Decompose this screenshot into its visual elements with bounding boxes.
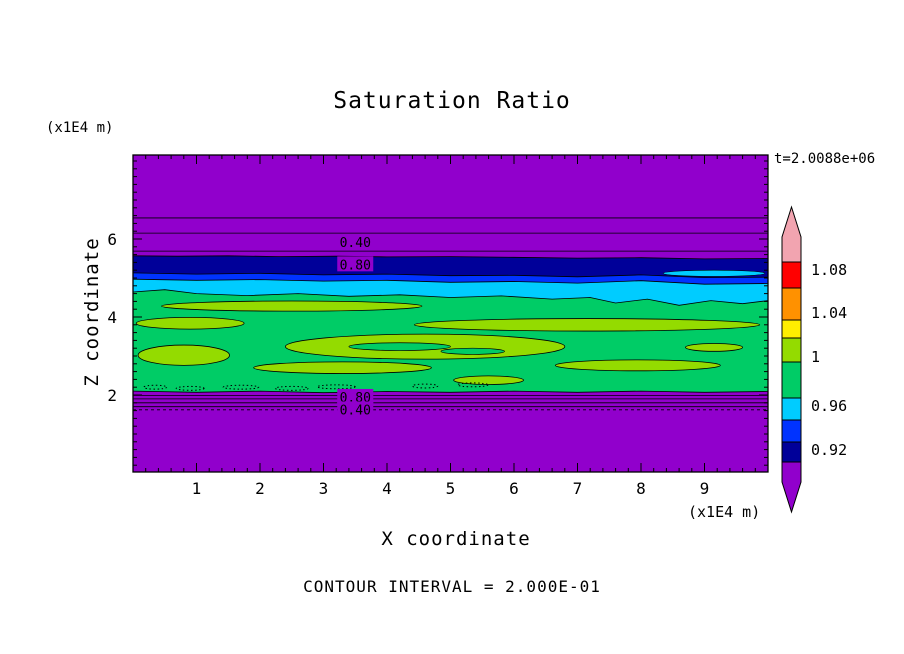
- dotted-contour: [411, 383, 439, 389]
- chart-title: Saturation Ratio: [333, 88, 571, 114]
- contour-blob: [137, 344, 230, 366]
- y-tick-label: 2: [107, 386, 117, 405]
- contour-label-bg: [337, 401, 374, 417]
- x-tick-label: 5: [446, 479, 456, 498]
- contour-label: 0.40: [340, 236, 371, 251]
- dotted-contour: [143, 384, 168, 390]
- contour-line: [132, 289, 769, 306]
- x-axis-unit-label: (x1E4 m): [688, 503, 761, 521]
- y-tick-label: 6: [107, 230, 117, 249]
- x-tick-label: 2: [255, 479, 265, 498]
- x-tick-label: 7: [573, 479, 583, 498]
- band-purple-bottom: [133, 391, 768, 472]
- colorbar-segment: [781, 287, 802, 321]
- colorbar-label: 1: [811, 348, 820, 366]
- contour-island: [348, 342, 451, 351]
- x-tick-label: 6: [509, 479, 519, 498]
- contour-blob: [685, 343, 744, 352]
- contour-blob: [554, 359, 721, 372]
- y-tick-label: 4: [107, 308, 117, 327]
- x-tick-label: 1: [192, 479, 202, 498]
- colorbar-segment: [781, 319, 802, 339]
- colorbar-label: 1.08: [811, 261, 847, 279]
- colorbar-segment: [781, 205, 802, 263]
- contour-line: [132, 390, 769, 394]
- contour-island: [440, 347, 505, 355]
- dotted-contour: [274, 385, 309, 391]
- colorbar-label: 0.96: [811, 397, 847, 415]
- x-axis-label: X coordinate: [381, 528, 531, 550]
- colorbar-segment: [781, 397, 802, 421]
- time-annotation: t=2.0088e+06: [774, 151, 876, 167]
- contour-line: [132, 278, 769, 285]
- x-tick-label: 3: [319, 479, 329, 498]
- contour-label: 0.80: [340, 258, 371, 273]
- colorbar-segment: [781, 441, 802, 463]
- colorbar-segment: [781, 461, 802, 514]
- dotted-contour: [222, 384, 260, 390]
- colorbar-segment: [781, 337, 802, 363]
- colorbar-segment: [781, 361, 802, 399]
- plot-frame: [132, 154, 769, 473]
- x-tick-label: 8: [636, 479, 646, 498]
- contour-label-bg: [337, 388, 374, 404]
- dotted-contour: [175, 385, 205, 391]
- x-tick-label: 4: [382, 479, 392, 498]
- dotted-contour: [316, 384, 356, 390]
- contour-label: 0.40: [340, 403, 371, 418]
- cyan-streak: [662, 269, 766, 277]
- colorbar-segment: [781, 261, 802, 289]
- contour-line: [132, 272, 769, 279]
- contour-label-bg: [337, 256, 374, 272]
- contour-blob: [135, 316, 245, 330]
- colorbar-label: 1.04: [811, 304, 847, 322]
- x-tick-label: 9: [700, 479, 710, 498]
- colorbar-label: 0.92: [811, 441, 847, 459]
- contour-blob: [253, 361, 432, 374]
- contour-interval-label: CONTOUR INTERVAL = 2.000E-01: [303, 577, 601, 596]
- colorbar-segment: [781, 419, 802, 443]
- contour-label-bg: [337, 234, 374, 250]
- contour-line: [132, 255, 769, 260]
- contour-blob: [161, 300, 423, 312]
- contour-blob: [413, 318, 761, 332]
- y-axis-unit-label: (x1E4 m): [46, 120, 114, 136]
- colorbar: 1.08 1.04 1 0.96 0.92: [781, 205, 847, 514]
- contour-blob: [453, 375, 524, 385]
